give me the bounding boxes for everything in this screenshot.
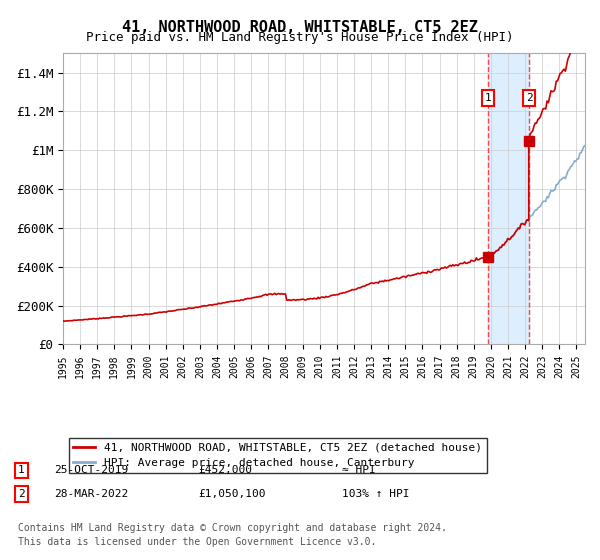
Text: 41, NORTHWOOD ROAD, WHITSTABLE, CT5 2EZ: 41, NORTHWOOD ROAD, WHITSTABLE, CT5 2EZ	[122, 20, 478, 35]
Text: 28-MAR-2022: 28-MAR-2022	[54, 489, 128, 499]
Text: Price paid vs. HM Land Registry's House Price Index (HPI): Price paid vs. HM Land Registry's House …	[86, 31, 514, 44]
Text: 2: 2	[18, 489, 25, 499]
Text: 103% ↑ HPI: 103% ↑ HPI	[342, 489, 409, 499]
Text: 25-OCT-2019: 25-OCT-2019	[54, 465, 128, 475]
Text: 1: 1	[18, 465, 25, 475]
Legend: 41, NORTHWOOD ROAD, WHITSTABLE, CT5 2EZ (detached house), HPI: Average price, de: 41, NORTHWOOD ROAD, WHITSTABLE, CT5 2EZ …	[68, 438, 487, 473]
Text: 1: 1	[484, 93, 491, 103]
Text: 2: 2	[526, 93, 533, 103]
Bar	[488, 53, 529, 344]
Text: ≈ HPI: ≈ HPI	[342, 465, 376, 475]
Text: Contains HM Land Registry data © Crown copyright and database right 2024.: Contains HM Land Registry data © Crown c…	[18, 522, 447, 533]
Text: This data is licensed under the Open Government Licence v3.0.: This data is licensed under the Open Gov…	[18, 536, 376, 547]
Text: £452,000: £452,000	[198, 465, 252, 475]
Text: £1,050,100: £1,050,100	[198, 489, 265, 499]
